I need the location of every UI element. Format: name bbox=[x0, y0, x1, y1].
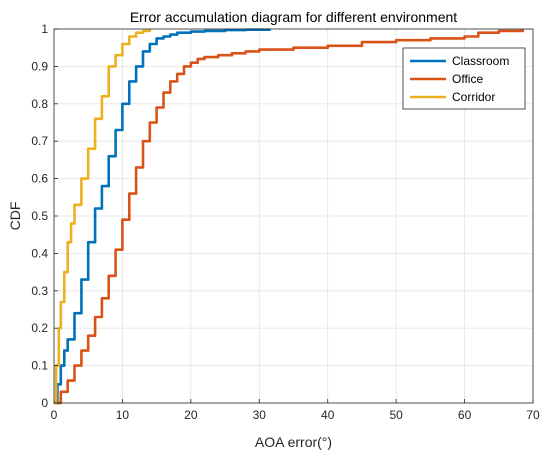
y-tick-label: 1 bbox=[41, 22, 48, 36]
x-tick-label: 0 bbox=[51, 408, 58, 422]
legend-label-corridor: Corridor bbox=[452, 90, 495, 104]
legend-label-classroom: Classroom bbox=[452, 54, 509, 68]
x-tick-label: 50 bbox=[389, 408, 403, 422]
x-tick-label: 40 bbox=[321, 408, 335, 422]
y-tick-label: 0.7 bbox=[31, 134, 48, 148]
y-tick-label: 0.6 bbox=[31, 172, 48, 186]
series-line-corridor bbox=[54, 29, 152, 405]
y-tick-label: 0.3 bbox=[31, 284, 48, 298]
y-tick-label: 0.5 bbox=[31, 209, 48, 223]
series-lines bbox=[54, 28, 524, 405]
y-tick-label: 0.9 bbox=[31, 59, 48, 73]
x-tick-label: 10 bbox=[116, 408, 130, 422]
y-tick-label: 0.2 bbox=[31, 321, 48, 335]
chart-title: Error accumulation diagram for different… bbox=[130, 9, 457, 25]
y-tick-label: 0 bbox=[41, 396, 48, 410]
tick-labels: 0 10 20 30 40 50 60 70 0 0.1 0.2 0.3 0.4 0.5 0.6 0.7 0.8… bbox=[31, 22, 540, 422]
x-axis-label: AOA error(°) bbox=[255, 434, 332, 450]
y-tick-label: 0.8 bbox=[31, 97, 48, 111]
legend-label-office: Office bbox=[452, 72, 483, 86]
x-tick-label: 70 bbox=[526, 408, 540, 422]
y-tick-label: 0.1 bbox=[31, 359, 48, 373]
x-tick-label: 60 bbox=[458, 408, 472, 422]
y-axis-label: CDF bbox=[7, 202, 23, 231]
legend: Classroom Office Corridor bbox=[402, 47, 526, 110]
series-line-classroom bbox=[54, 28, 271, 405]
series-line-office bbox=[54, 29, 524, 405]
x-tick-label: 20 bbox=[184, 408, 198, 422]
y-tick-label: 0.4 bbox=[31, 246, 48, 260]
x-tick-label: 30 bbox=[253, 408, 267, 422]
